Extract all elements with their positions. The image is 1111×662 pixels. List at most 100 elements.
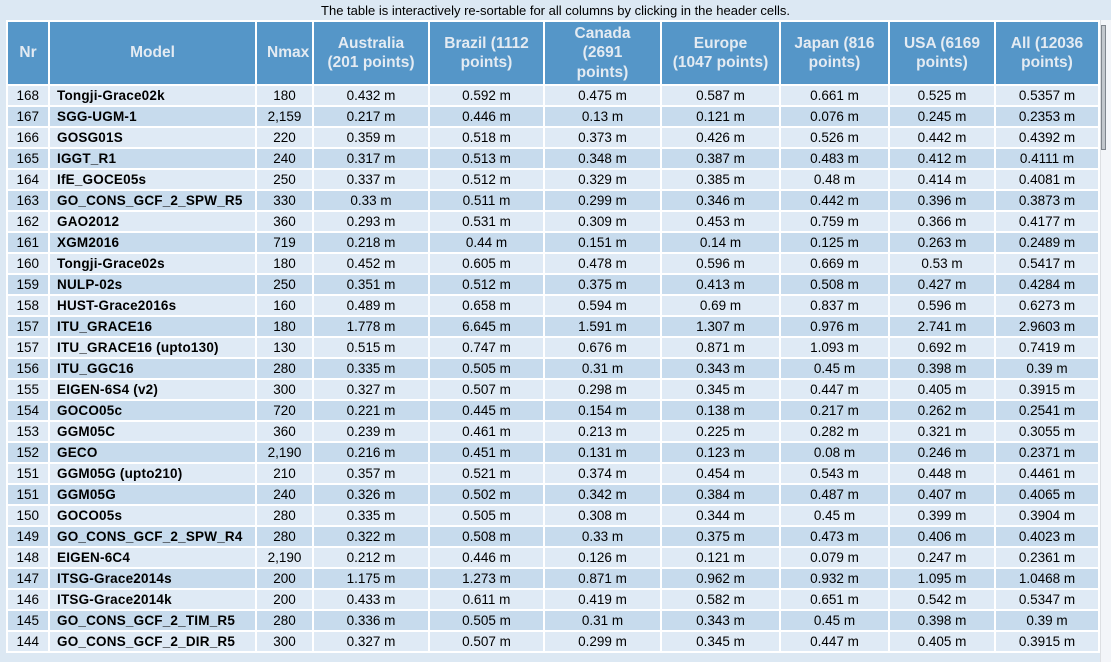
- cell-all: 0.2361 m: [996, 548, 1098, 567]
- cell-nmax: 280: [257, 527, 312, 546]
- cell-all: 0.3915 m: [996, 632, 1098, 651]
- cell-nr: 147: [8, 569, 48, 588]
- cell-nmax: 210: [257, 464, 312, 483]
- column-header-nmax[interactable]: Nmax: [257, 22, 312, 84]
- cell-model: ITSG-Grace2014k: [50, 590, 255, 609]
- cell-model: ITU_GGC16: [50, 359, 255, 378]
- cell-australia: 0.351 m: [314, 275, 428, 294]
- cell-brazil: 0.44 m: [430, 233, 543, 252]
- cell-canada: 0.33 m: [545, 527, 660, 546]
- header-row: Nr Model Nmax Australia (201 points) Brazil …: [8, 22, 1098, 84]
- cell-nr: 145: [8, 611, 48, 630]
- cell-australia: 0.433 m: [314, 590, 428, 609]
- cell-brazil: 0.605 m: [430, 254, 543, 273]
- table-row: 158 HUST-Grace2016s 160 0.489 m 0.658 m 0.594…: [8, 296, 1098, 315]
- table-row: 144 GO_CONS_GCF_2_DIR_R5 300 0.327 m 0.507 m…: [8, 632, 1098, 651]
- cell-brazil: 0.446 m: [430, 548, 543, 567]
- cell-canada: 0.131 m: [545, 443, 660, 462]
- cell-brazil: 0.508 m: [430, 527, 543, 546]
- cell-japan: 0.217 m: [781, 401, 888, 420]
- table-row: 146 ITSG-Grace2014k 200 0.433 m 0.611 m 0.419…: [8, 590, 1098, 609]
- table-row: 147 ITSG-Grace2014s 200 1.175 m 1.273 m 0.871…: [8, 569, 1098, 588]
- cell-all: 0.3915 m: [996, 380, 1098, 399]
- cell-japan: 0.125 m: [781, 233, 888, 252]
- table-row: 150 GOCO05s 280 0.335 m 0.505 m 0.308 m 0.344 …: [8, 506, 1098, 525]
- cell-all: 0.5357 m: [996, 86, 1098, 105]
- cell-australia: 0.239 m: [314, 422, 428, 441]
- column-header-usa[interactable]: USA (6169 points): [890, 22, 994, 84]
- cell-all: 1.0468 m: [996, 569, 1098, 588]
- cell-europe: 0.138 m: [662, 401, 779, 420]
- cell-brazil: 0.461 m: [430, 422, 543, 441]
- cell-model: IGGT_R1: [50, 149, 255, 168]
- table-row: 154 GOCO05c 720 0.221 m 0.445 m 0.154 m 0.138 …: [8, 401, 1098, 420]
- column-header-europe[interactable]: Europe (1047 points): [662, 22, 779, 84]
- vertical-scrollbar[interactable]: [1100, 20, 1111, 662]
- cell-model: IfE_GOCE05s: [50, 170, 255, 189]
- cell-japan: 0.651 m: [781, 590, 888, 609]
- table-row: 168 Tongji-Grace02k 180 0.432 m 0.592 m 0.475…: [8, 86, 1098, 105]
- cell-australia: 0.335 m: [314, 359, 428, 378]
- cell-model: GO_CONS_GCF_2_SPW_R5: [50, 191, 255, 210]
- cell-japan: 0.48 m: [781, 170, 888, 189]
- cell-japan: 0.669 m: [781, 254, 888, 273]
- cell-nmax: 180: [257, 317, 312, 336]
- column-header-all[interactable]: All (12036 points): [996, 22, 1098, 84]
- cell-canada: 0.308 m: [545, 506, 660, 525]
- cell-japan: 0.079 m: [781, 548, 888, 567]
- table-row: 145 GO_CONS_GCF_2_TIM_R5 280 0.336 m 0.505 m…: [8, 611, 1098, 630]
- cell-usa: 0.407 m: [890, 485, 994, 504]
- cell-brazil: 0.446 m: [430, 107, 543, 126]
- cell-europe: 0.413 m: [662, 275, 779, 294]
- cell-japan: 0.45 m: [781, 359, 888, 378]
- cell-canada: 0.419 m: [545, 590, 660, 609]
- cell-usa: 0.399 m: [890, 506, 994, 525]
- cell-nr: 161: [8, 233, 48, 252]
- cell-australia: 0.337 m: [314, 170, 428, 189]
- cell-europe: 0.426 m: [662, 128, 779, 147]
- cell-all: 0.7419 m: [996, 338, 1098, 357]
- cell-brazil: 1.273 m: [430, 569, 543, 588]
- cell-canada: 0.126 m: [545, 548, 660, 567]
- cell-usa: 0.427 m: [890, 275, 994, 294]
- column-header-australia[interactable]: Australia (201 points): [314, 22, 428, 84]
- cell-usa: 0.414 m: [890, 170, 994, 189]
- cell-brazil: 0.511 m: [430, 191, 543, 210]
- cell-model: ITU_GRACE16: [50, 317, 255, 336]
- cell-europe: 0.453 m: [662, 212, 779, 231]
- cell-model: GO_CONS_GCF_2_SPW_R4: [50, 527, 255, 546]
- cell-japan: 0.447 m: [781, 632, 888, 651]
- column-header-nr[interactable]: Nr: [8, 22, 48, 84]
- cell-brazil: 6.645 m: [430, 317, 543, 336]
- cell-brazil: 0.505 m: [430, 506, 543, 525]
- cell-japan: 0.076 m: [781, 107, 888, 126]
- table-row: 159 NULP-02s 250 0.351 m 0.512 m 0.375 m 0.413…: [8, 275, 1098, 294]
- cell-australia: 0.359 m: [314, 128, 428, 147]
- cell-model: Tongji-Grace02k: [50, 86, 255, 105]
- cell-europe: 0.384 m: [662, 485, 779, 504]
- cell-usa: 0.542 m: [890, 590, 994, 609]
- column-header-model[interactable]: Model: [50, 22, 255, 84]
- column-header-canada[interactable]: Canada (2691 points): [545, 22, 660, 84]
- cell-nr: 153: [8, 422, 48, 441]
- cell-australia: 0.317 m: [314, 149, 428, 168]
- cell-usa: 0.448 m: [890, 464, 994, 483]
- cell-europe: 0.121 m: [662, 107, 779, 126]
- table-row: 165 IGGT_R1 240 0.317 m 0.513 m 0.348 m 0.387 …: [8, 149, 1098, 168]
- scrollbar-thumb[interactable]: [1101, 25, 1106, 150]
- cell-europe: 0.346 m: [662, 191, 779, 210]
- table-row: 162 GAO2012 360 0.293 m 0.531 m 0.309 m 0.453 …: [8, 212, 1098, 231]
- cell-nmax: 720: [257, 401, 312, 420]
- column-header-brazil[interactable]: Brazil (1112 points): [430, 22, 543, 84]
- cell-japan: 1.093 m: [781, 338, 888, 357]
- cell-australia: 0.322 m: [314, 527, 428, 546]
- table-row: 151 GGM05G 240 0.326 m 0.502 m 0.342 m 0.384 m…: [8, 485, 1098, 504]
- cell-japan: 0.759 m: [781, 212, 888, 231]
- cell-nmax: 200: [257, 569, 312, 588]
- column-header-japan[interactable]: Japan (816 points): [781, 22, 888, 84]
- cell-all: 0.39 m: [996, 611, 1098, 630]
- cell-usa: 0.53 m: [890, 254, 994, 273]
- cell-brazil: 0.518 m: [430, 128, 543, 147]
- table-row: 164 IfE_GOCE05s 250 0.337 m 0.512 m 0.329 m 0.…: [8, 170, 1098, 189]
